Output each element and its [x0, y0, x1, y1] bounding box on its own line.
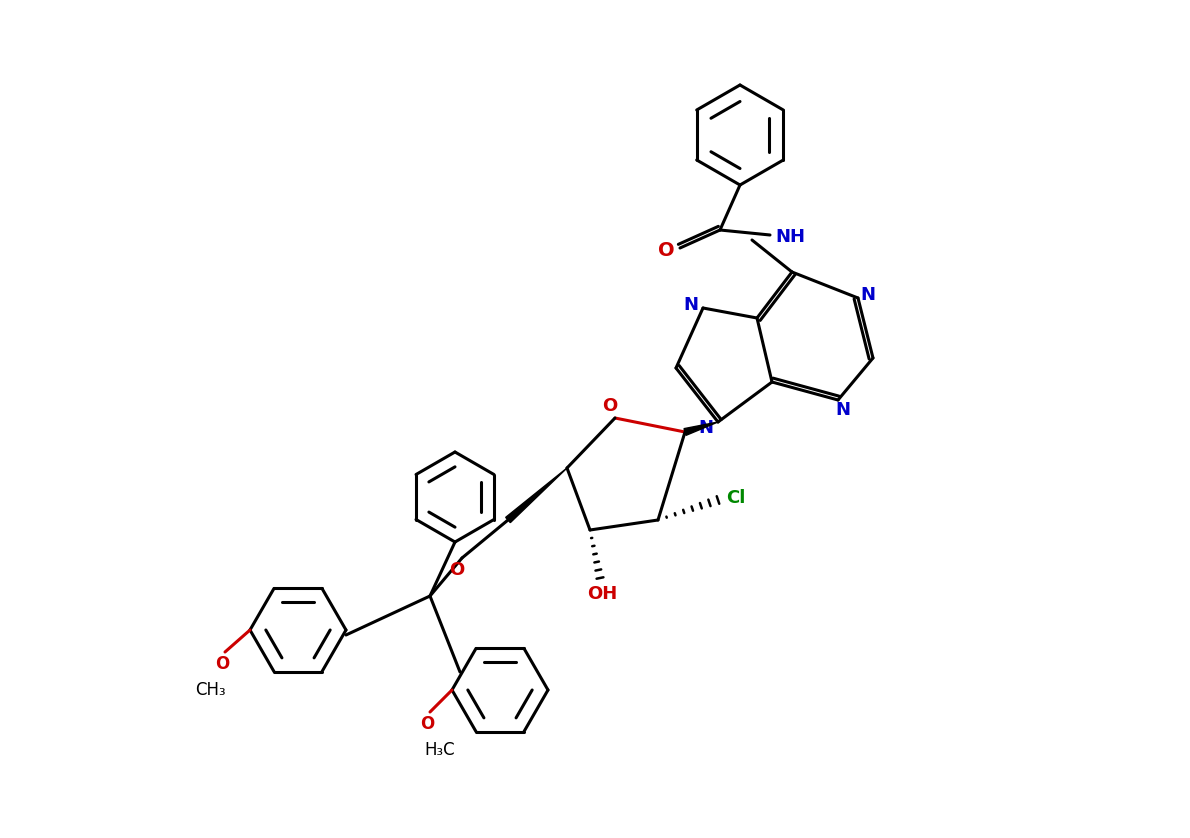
Text: N: N	[683, 296, 699, 314]
Text: O: O	[602, 397, 618, 415]
Polygon shape	[506, 468, 566, 523]
Text: N: N	[860, 286, 876, 304]
Text: N: N	[835, 401, 851, 419]
Text: Cl: Cl	[726, 489, 746, 507]
Text: NH: NH	[775, 228, 804, 246]
Text: H₃C: H₃C	[425, 741, 456, 759]
Text: CH₃: CH₃	[195, 681, 225, 699]
Text: N: N	[699, 419, 714, 437]
Polygon shape	[684, 422, 718, 436]
Text: O: O	[420, 715, 434, 733]
Text: O: O	[215, 655, 230, 673]
Text: O: O	[658, 241, 675, 260]
Text: O: O	[450, 561, 464, 579]
Text: OH: OH	[587, 585, 618, 603]
